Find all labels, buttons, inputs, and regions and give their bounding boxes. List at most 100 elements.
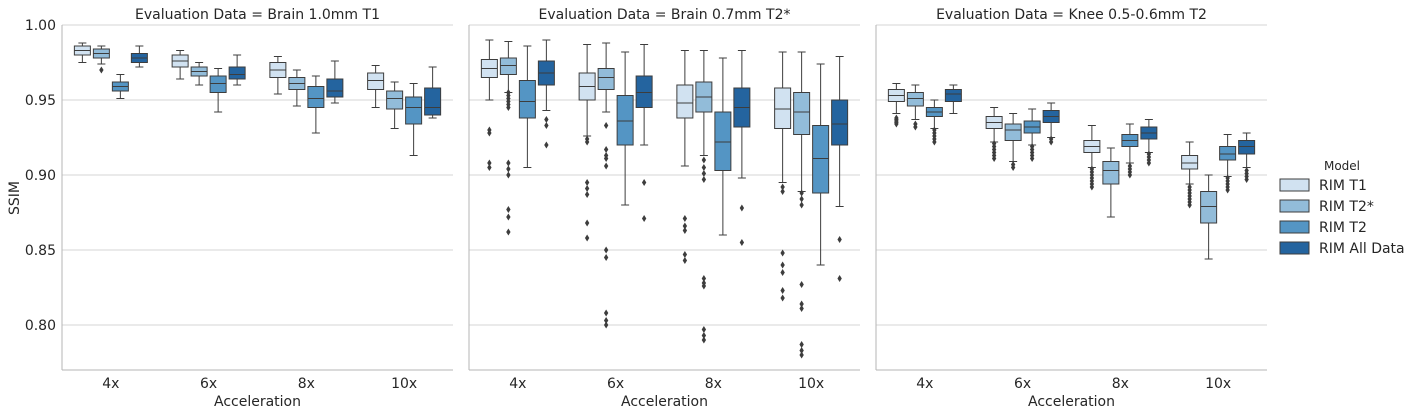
outlier-point bbox=[603, 254, 609, 261]
box-rim-t2- bbox=[1200, 174, 1218, 260]
y-tick-label: 0.95 bbox=[25, 93, 56, 109]
outlier-point bbox=[603, 162, 609, 170]
outlier-point bbox=[1225, 186, 1230, 194]
box-iqr bbox=[518, 80, 536, 119]
outlier-point bbox=[641, 179, 647, 186]
outlier-point bbox=[584, 191, 590, 198]
outlier-point bbox=[506, 213, 511, 221]
outlier-point bbox=[837, 275, 842, 282]
box-iqr bbox=[228, 66, 246, 80]
x-tick-label: 4x bbox=[509, 376, 526, 392]
outlier-point bbox=[544, 122, 549, 129]
outlier-point bbox=[799, 300, 804, 308]
x-tick-label: 8x bbox=[298, 376, 315, 392]
box-iqr bbox=[209, 75, 227, 93]
box-rim-t2 bbox=[925, 99, 943, 146]
legend-label: RIM T1 bbox=[1319, 178, 1367, 194]
outlier-point bbox=[682, 257, 688, 264]
y-tick-label: 1.00 bbox=[25, 18, 56, 34]
legend-label: RIM T2 bbox=[1319, 220, 1367, 236]
y-axis-label: SSIM bbox=[7, 181, 23, 215]
outlier-point bbox=[780, 183, 785, 191]
box-rim-t2- bbox=[288, 69, 306, 107]
box-iqr bbox=[405, 96, 423, 125]
outlier-point bbox=[506, 206, 511, 213]
outlier-point bbox=[603, 321, 609, 329]
legend-item: RIM T2* bbox=[1279, 199, 1374, 215]
x-axis-label: Acceleration bbox=[1028, 394, 1115, 410]
box-iqr bbox=[424, 87, 442, 116]
outlier-point bbox=[487, 159, 492, 167]
gridlines bbox=[62, 24, 1267, 326]
box-rim-t2- bbox=[386, 81, 404, 129]
box-iqr bbox=[1181, 155, 1199, 170]
box-iqr bbox=[944, 89, 962, 102]
box-rim-t2- bbox=[906, 84, 924, 131]
x-axis-label: Acceleration bbox=[621, 394, 708, 410]
outlier-point bbox=[1089, 183, 1095, 191]
box-rim-t1 bbox=[73, 42, 91, 63]
outlier-point bbox=[701, 156, 707, 164]
box-iqr bbox=[831, 99, 849, 146]
x-tick-label: 10x bbox=[1205, 376, 1231, 392]
box-rim-t1 bbox=[887, 83, 905, 128]
outlier-point bbox=[799, 341, 804, 348]
panel-title: Evaluation Data = Brain 0.7mm T2* bbox=[539, 7, 791, 23]
box-rim-t2- bbox=[597, 42, 615, 329]
legend-swatch bbox=[1279, 220, 1310, 234]
outlier-point bbox=[544, 116, 549, 123]
box-iqr bbox=[1004, 123, 1022, 141]
outlier-point bbox=[799, 305, 804, 312]
outlier-point bbox=[1127, 171, 1133, 179]
outlier-point bbox=[603, 122, 609, 129]
outlier-point bbox=[701, 332, 707, 339]
outlier-point bbox=[701, 176, 707, 183]
box-iqr bbox=[326, 78, 344, 98]
legend-swatch bbox=[1279, 241, 1310, 255]
outlier-point bbox=[991, 155, 997, 162]
outlier-point bbox=[99, 66, 104, 74]
box-iqr bbox=[386, 90, 404, 110]
box-iqr bbox=[307, 86, 325, 108]
box-iqr bbox=[793, 92, 811, 135]
legend-item: RIM T1 bbox=[1279, 178, 1367, 194]
outlier-point bbox=[701, 170, 707, 177]
box-rim-t2 bbox=[1121, 123, 1139, 179]
box-rim-all-data bbox=[733, 50, 751, 246]
box-rim-t2 bbox=[616, 51, 634, 206]
panel-3: Evaluation Data = Knee 0.5-0.6mm T2 4x 6x 8… bbox=[875, 7, 1267, 410]
box-rim-all-data bbox=[1238, 132, 1256, 183]
box-rim-all-data bbox=[424, 66, 442, 119]
outlier-point bbox=[682, 251, 688, 258]
legend: Model RIM T1 RIM T2* RIM T2 RIM All Data bbox=[1279, 159, 1405, 257]
x-tick-label: 8x bbox=[705, 376, 722, 392]
box-iqr bbox=[714, 111, 732, 171]
outlier-point bbox=[1029, 155, 1035, 162]
outlier-point bbox=[506, 104, 511, 111]
box-iqr bbox=[616, 95, 634, 146]
outlier-point bbox=[603, 155, 609, 162]
box-rim-t2- bbox=[1004, 113, 1022, 171]
y-tick-label: 0.80 bbox=[25, 318, 56, 334]
outlier-point bbox=[799, 351, 804, 359]
box-iqr bbox=[635, 75, 653, 108]
legend-item: RIM T2 bbox=[1279, 220, 1367, 236]
box-iqr bbox=[812, 125, 830, 194]
box-iqr bbox=[1102, 161, 1120, 185]
outlier-point bbox=[701, 326, 707, 333]
outlier-point bbox=[506, 159, 511, 167]
outlier-point bbox=[739, 204, 745, 212]
box-iqr bbox=[906, 92, 924, 107]
outlier-point bbox=[603, 146, 609, 153]
x-tick-label: 6x bbox=[200, 376, 217, 392]
box-rim-t2- bbox=[499, 41, 517, 236]
x-axis-label: Acceleration bbox=[214, 394, 301, 410]
box-rim-t1 bbox=[774, 51, 792, 302]
outlier-point bbox=[1244, 176, 1249, 183]
box-rim-all-data bbox=[1140, 119, 1158, 167]
panel-title: Evaluation Data = Knee 0.5-0.6mm T2 bbox=[936, 7, 1207, 23]
outlier-point bbox=[837, 236, 842, 243]
x-tick-label: 8x bbox=[1112, 376, 1129, 392]
legend-swatch bbox=[1279, 199, 1310, 213]
box-rim-t1 bbox=[480, 39, 498, 171]
